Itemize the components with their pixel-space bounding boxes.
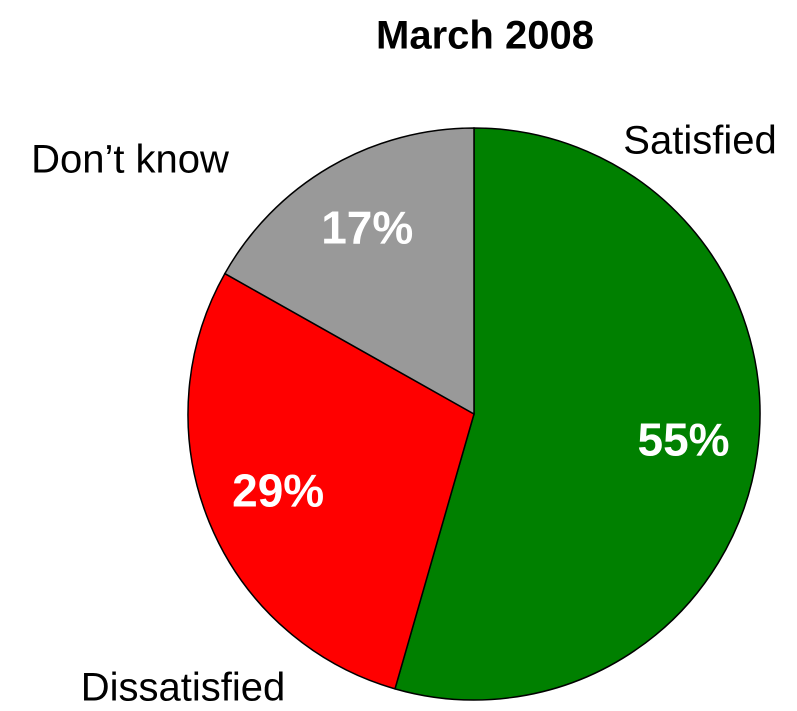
value-label: 17% [321,201,413,253]
pie-slice [223,127,475,416]
category-label: Dissatisfied [81,666,286,710]
value-label: 29% [232,464,324,516]
chart-title: March 2008 [376,14,594,58]
pie-slice [187,272,475,690]
category-label: Don’t know [31,138,229,182]
pie-slice [394,127,761,701]
value-label: 55% [638,414,730,466]
category-label: Satisfied [623,119,776,163]
